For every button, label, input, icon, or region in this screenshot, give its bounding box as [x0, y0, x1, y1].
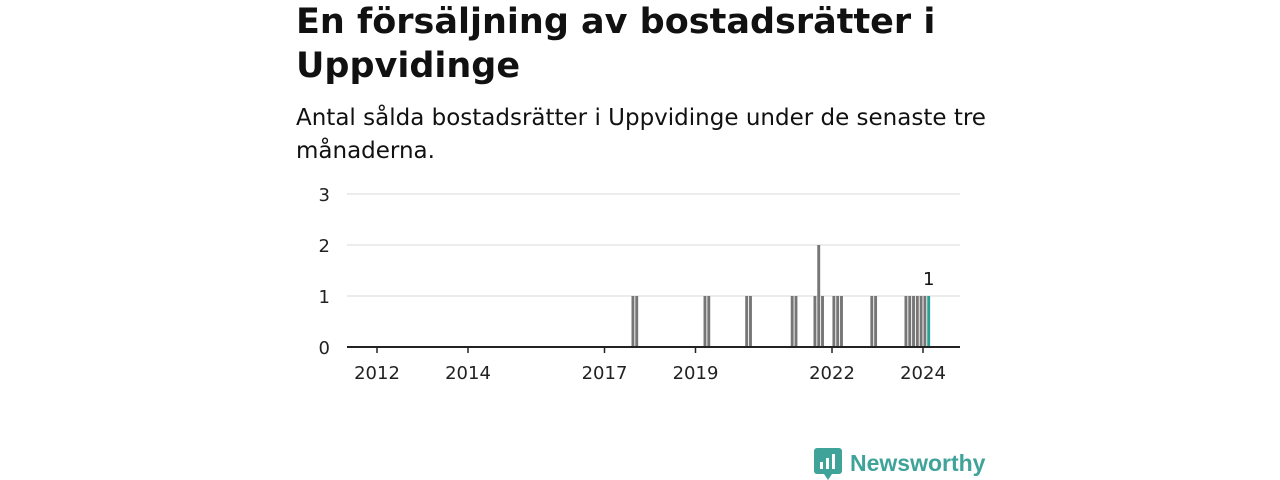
- x-tick-label: 2022: [809, 363, 855, 384]
- bar: [703, 296, 707, 347]
- x-axis-ticks: 2012 2014 2017 2019 2022 2024: [354, 347, 946, 384]
- x-tick-label: 2012: [354, 363, 400, 384]
- y-tick-label: 3: [319, 185, 330, 206]
- bar: [707, 296, 711, 347]
- x-tick-label: 2024: [900, 363, 946, 384]
- bar: [631, 296, 635, 347]
- bar-value-label: 1: [923, 269, 934, 290]
- brand-name: Newsworthy: [850, 449, 986, 476]
- bar: [749, 296, 752, 347]
- bar-chart: 0 1 2 3 2012 2014 2017 2019 2022 2024 1: [319, 185, 960, 384]
- newsworthy-logo-icon: [814, 448, 842, 480]
- bar: [904, 296, 908, 347]
- bar: [635, 296, 639, 347]
- y-axis-ticks: 0 1 2 3: [319, 185, 330, 359]
- newsworthy-brand: Newsworthy: [814, 446, 985, 480]
- x-tick-label: 2019: [673, 363, 719, 384]
- bar: [915, 296, 919, 347]
- bar: [840, 296, 843, 347]
- bar: [836, 296, 840, 347]
- bar: [790, 296, 794, 347]
- chart-title: En försäljning av bostadsrätter i Uppvid…: [296, 2, 936, 86]
- bar: [919, 296, 923, 347]
- y-tick-label: 0: [319, 338, 330, 359]
- y-tick-label: 1: [319, 287, 330, 308]
- annotations: 1: [923, 269, 934, 290]
- bar: [745, 296, 749, 347]
- chart-subtitle: Antal sålda bostadsrätter i Uppvidinge u…: [296, 105, 986, 164]
- bar: [923, 296, 927, 347]
- bar: [794, 296, 798, 347]
- x-tick-label: 2017: [582, 363, 628, 384]
- bar-highlight: [927, 296, 931, 347]
- bar: [813, 296, 817, 347]
- bars: [631, 245, 931, 347]
- bar: [832, 296, 836, 347]
- bar: [870, 296, 874, 347]
- grid-lines: [347, 193, 960, 297]
- bar: [821, 296, 824, 347]
- x-tick-label: 2014: [445, 363, 491, 384]
- y-tick-label: 2: [319, 236, 330, 257]
- bar: [817, 245, 821, 347]
- bar: [874, 296, 878, 347]
- bar: [912, 296, 915, 347]
- bar: [908, 296, 912, 347]
